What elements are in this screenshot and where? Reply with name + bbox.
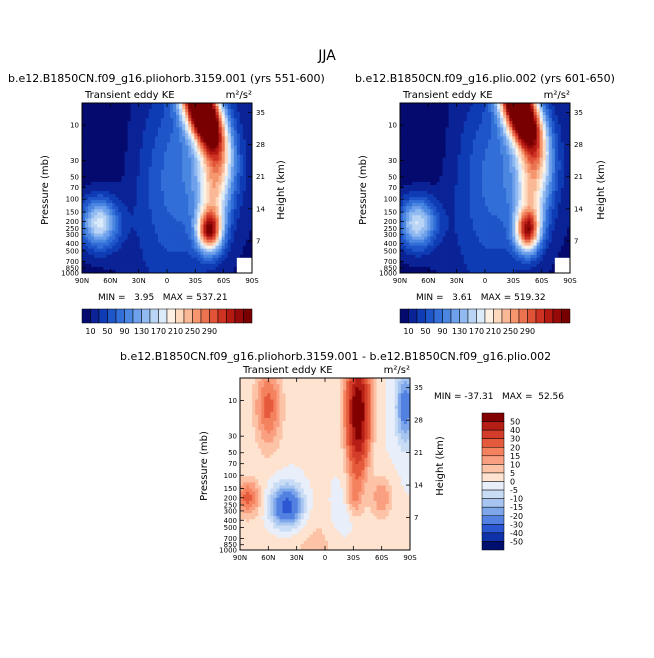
colorbar-swatch [244,309,253,323]
pressure-tick-label: 50 [70,173,79,181]
panel-right: b.e12.B1850CN.f09_g16.plio.002 (yrs 601-… [355,72,615,336]
x-tick-label: 30N [132,277,146,285]
colorbar-label: 130 [134,327,149,336]
pressure-tick-label: 70 [70,184,79,192]
colorbar-label: 50 [102,327,112,336]
pressure-tick-label: 100 [66,196,79,204]
colorbar-label: 250 [185,327,200,336]
pressure-tick-label: 1000 [61,270,79,278]
colorbar-label: 170 [151,327,166,336]
colorbar-swatch [176,309,185,323]
panel-right-units: m²/s² [544,90,570,101]
pressure-tick-label: 30 [70,157,79,165]
height-tick-label: 21 [256,173,265,181]
colorbar-swatch [125,309,134,323]
x-tick-label: 90S [245,277,259,285]
colorbar-swatch [99,309,108,323]
panel-left-stats: MIN = 3.95 MAX = 537.21 [98,293,228,303]
colorbar-swatch [91,309,100,323]
colorbar-swatch [193,309,202,323]
x-tick-label: 60N [103,277,117,285]
colorbar-swatch [210,309,219,323]
x-tick-label: 30S [189,277,203,285]
colorbar-swatch [133,309,142,323]
panel-right-title: b.e12.B1850CN.f09_g16.plio.002 (yrs 601-… [355,72,615,85]
colorbar-swatch [227,309,236,323]
panel-left-units: m²/s² [226,90,252,101]
colorbar-swatch [167,309,176,323]
panel-left-plot-area [82,103,253,274]
colorbar-swatch [201,309,210,323]
colorbar-swatch [116,309,125,323]
panel-right-field-label: Transient eddy KE [402,90,493,101]
height-tick-label: 28 [256,141,265,149]
height-tick-label: 7 [256,237,260,245]
height-tick-label: 35 [256,109,265,117]
colorbar-label: 290 [202,327,217,336]
height-tick-label: 14 [256,205,265,213]
colorbar-label: 10 [85,327,95,336]
colorbar-swatch [159,309,168,323]
colorbar-swatch [82,309,91,323]
figure-title: JJA [317,48,336,64]
colorbar-swatch [142,309,151,323]
colorbar-swatch [235,309,244,323]
colorbar-swatch [184,309,193,323]
panel-right-plot-area [400,103,571,274]
pressure-tick-label: 500 [66,247,79,255]
panel-left-ylabel-left: Pressure (mb) [40,155,51,225]
panel-left: b.e12.B1850CN.f09_g16.pliohorb.3159.001 … [8,72,325,336]
colorbar-swatch [150,309,159,323]
x-tick-label: 0 [165,277,169,285]
panel-left-ylabel-right: Height (km) [276,160,287,220]
pressure-tick-label: 10 [70,122,79,130]
colorbar-label: 90 [119,327,129,336]
colorbar-label: 210 [168,327,183,336]
colorbar-swatch [218,309,227,323]
panel-left-field-label: Transient eddy KE [84,90,175,101]
x-tick-label: 90N [75,277,89,285]
x-tick-label: 60S [217,277,231,285]
pressure-tick-label: 300 [66,231,79,239]
colorbar-swatch [108,309,117,323]
pressure-tick-label: 150 [66,209,79,217]
panel-left-title: b.e12.B1850CN.f09_g16.pliohorb.3159.001 … [8,72,325,85]
